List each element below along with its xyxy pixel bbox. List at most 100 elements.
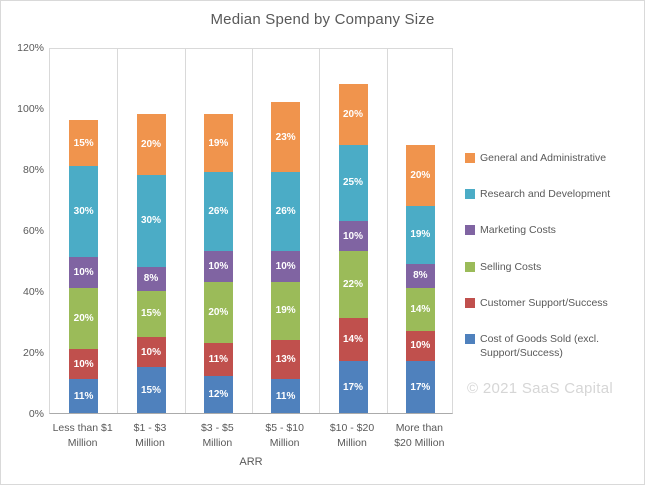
legend-swatch	[465, 225, 475, 236]
bar-segment: 25%	[338, 144, 368, 221]
bar-stack: 19% 26% 10% 20% 11% 12%	[203, 114, 233, 413]
legend-swatch	[465, 189, 475, 200]
bar-segment: 10%	[69, 348, 99, 380]
bar-segment-label: 13%	[275, 354, 296, 366]
legend-label: General and Administrative	[480, 152, 607, 164]
bar-segment-label: 10%	[208, 261, 229, 273]
bar-segment-label: 26%	[208, 206, 229, 218]
bar-segment: 15%	[136, 291, 166, 337]
bar-segment: 10%	[69, 257, 99, 288]
x-axis-tick-label: $5 - $10 Million	[265, 422, 304, 450]
bar-segment-label: 23%	[275, 131, 296, 143]
bar-segment-label: 8%	[143, 273, 159, 285]
category-gridline	[319, 49, 320, 413]
bar-segment-label: 30%	[73, 206, 94, 218]
bar-segment-label: 20%	[208, 306, 229, 318]
bar-segment-label: 11%	[208, 354, 229, 366]
bar-segment-label: 19%	[208, 137, 229, 149]
bar-segment: 15%	[136, 367, 166, 413]
legend-label: Research and Development	[480, 188, 611, 201]
chart-title: Median Spend by Company Size	[210, 11, 435, 28]
bar-segment-label: 25%	[342, 177, 363, 189]
legend-item: Customer Support/Success	[465, 296, 641, 310]
x-axis-title: ARR	[239, 456, 263, 468]
bar-segment-label: 11%	[73, 390, 94, 402]
legend-label: Customer Support/Success	[480, 296, 608, 309]
category-gridline	[387, 49, 388, 413]
bar-segment-label: 15%	[73, 137, 94, 149]
category-gridline	[185, 49, 186, 413]
legend-item: Cost of Goods Sold (excl. Support/Succes…	[465, 332, 641, 360]
bar-segment: 20%	[338, 83, 368, 145]
bar-segment-label: 30%	[140, 215, 161, 227]
bar-segment: 12%	[203, 376, 233, 413]
bar-segment: 20%	[405, 144, 435, 206]
x-axis-tick-label: Less than $1 Million	[52, 422, 113, 450]
legend-label: Cost of Goods Sold (excl. Support/Succes…	[480, 332, 600, 360]
bar-stack: 23% 26% 10% 19% 13% 11%	[271, 101, 301, 413]
bar-segment: 19%	[405, 205, 435, 264]
bar-segment-label: 20%	[410, 169, 431, 181]
bar-segment: 26%	[203, 172, 233, 252]
legend-item: Marketing Costs	[465, 223, 641, 237]
bar-segment: 13%	[271, 339, 301, 380]
bar-segment: 30%	[69, 165, 99, 258]
bar-stack: 15% 30% 10% 20% 10% 11%	[69, 120, 99, 413]
bar-segment-label: 10%	[73, 358, 94, 370]
legend: General and Administrative Research and D…	[465, 151, 641, 382]
bar-segment-label: 11%	[275, 390, 296, 402]
category-gridline	[252, 49, 253, 413]
bar-segment-label: 19%	[275, 305, 296, 317]
legend-item: General and Administrative	[465, 151, 641, 165]
bar-segment: 26%	[271, 172, 301, 252]
bar-stack: 20% 19% 8% 14% 10% 17%	[405, 144, 435, 413]
bar-segment: 14%	[338, 318, 368, 362]
y-axis: 0% 20% 40% 60% 80% 100% 120%	[1, 1, 44, 484]
bar-segment-label: 10%	[342, 230, 363, 242]
plot-area: 15% 30% 10% 20% 10% 11% 20% 30% 8% 15% 10% 15% 19% 26…	[49, 48, 453, 414]
bar-segment: 30%	[136, 175, 166, 267]
bar-segment-label: 10%	[410, 340, 431, 352]
bar-segment-label: 15%	[140, 308, 161, 320]
watermark: © 2021 SaaS Capital	[467, 380, 614, 397]
legend-swatch	[465, 153, 475, 163]
bar-segment: 10%	[338, 220, 368, 252]
bar-segment: 10%	[405, 330, 435, 362]
y-axis-tick-label: 0%	[28, 408, 44, 420]
bar-segment: 14%	[405, 287, 435, 331]
bar-segment: 10%	[271, 251, 301, 282]
legend-item: Research and Development	[465, 187, 641, 201]
bar-segment-label: 20%	[140, 139, 161, 151]
y-axis-tick-label: 60%	[22, 225, 44, 237]
legend-swatch	[465, 333, 475, 344]
bar-segment: 10%	[203, 251, 233, 282]
bar-segment: 19%	[271, 281, 301, 340]
bar-segment-label: 14%	[410, 303, 431, 315]
bar-segment: 15%	[69, 120, 99, 166]
bar-stack: 20% 25% 10% 22% 14% 17%	[338, 83, 368, 413]
bar-segment: 10%	[136, 336, 166, 368]
x-axis-tick-label: $1 - $3 Million	[133, 422, 167, 450]
y-axis-tick-label: 40%	[22, 286, 44, 298]
bar-segment-label: 17%	[342, 381, 363, 393]
legend-label: Marketing Costs	[480, 224, 556, 237]
bar-segment-label: 20%	[342, 108, 363, 120]
bar-stack: 20% 30% 8% 15% 10% 15%	[136, 114, 166, 413]
bar-segment-label: 20%	[73, 312, 94, 324]
bar-segment: 11%	[69, 379, 99, 413]
x-axis-tick-label: More than $20 Million	[394, 422, 445, 450]
y-axis-tick-label: 80%	[22, 164, 44, 176]
bar-segment-label: 10%	[275, 261, 296, 273]
bar-segment-label: 10%	[140, 346, 161, 358]
bar-segment: 17%	[338, 361, 368, 413]
bar-segment-label: 14%	[342, 334, 363, 346]
bar-segment: 8%	[136, 266, 166, 291]
bar-segment-label: 15%	[140, 384, 161, 396]
bar-segment-label: 22%	[342, 279, 363, 291]
bar-segment: 19%	[203, 114, 233, 173]
x-axis-tick-label: $3 - $5 Million	[200, 422, 234, 450]
y-axis-tick-label: 20%	[22, 347, 44, 359]
bar-segment-label: 26%	[275, 206, 296, 218]
bar-segment-label: 17%	[410, 381, 431, 393]
